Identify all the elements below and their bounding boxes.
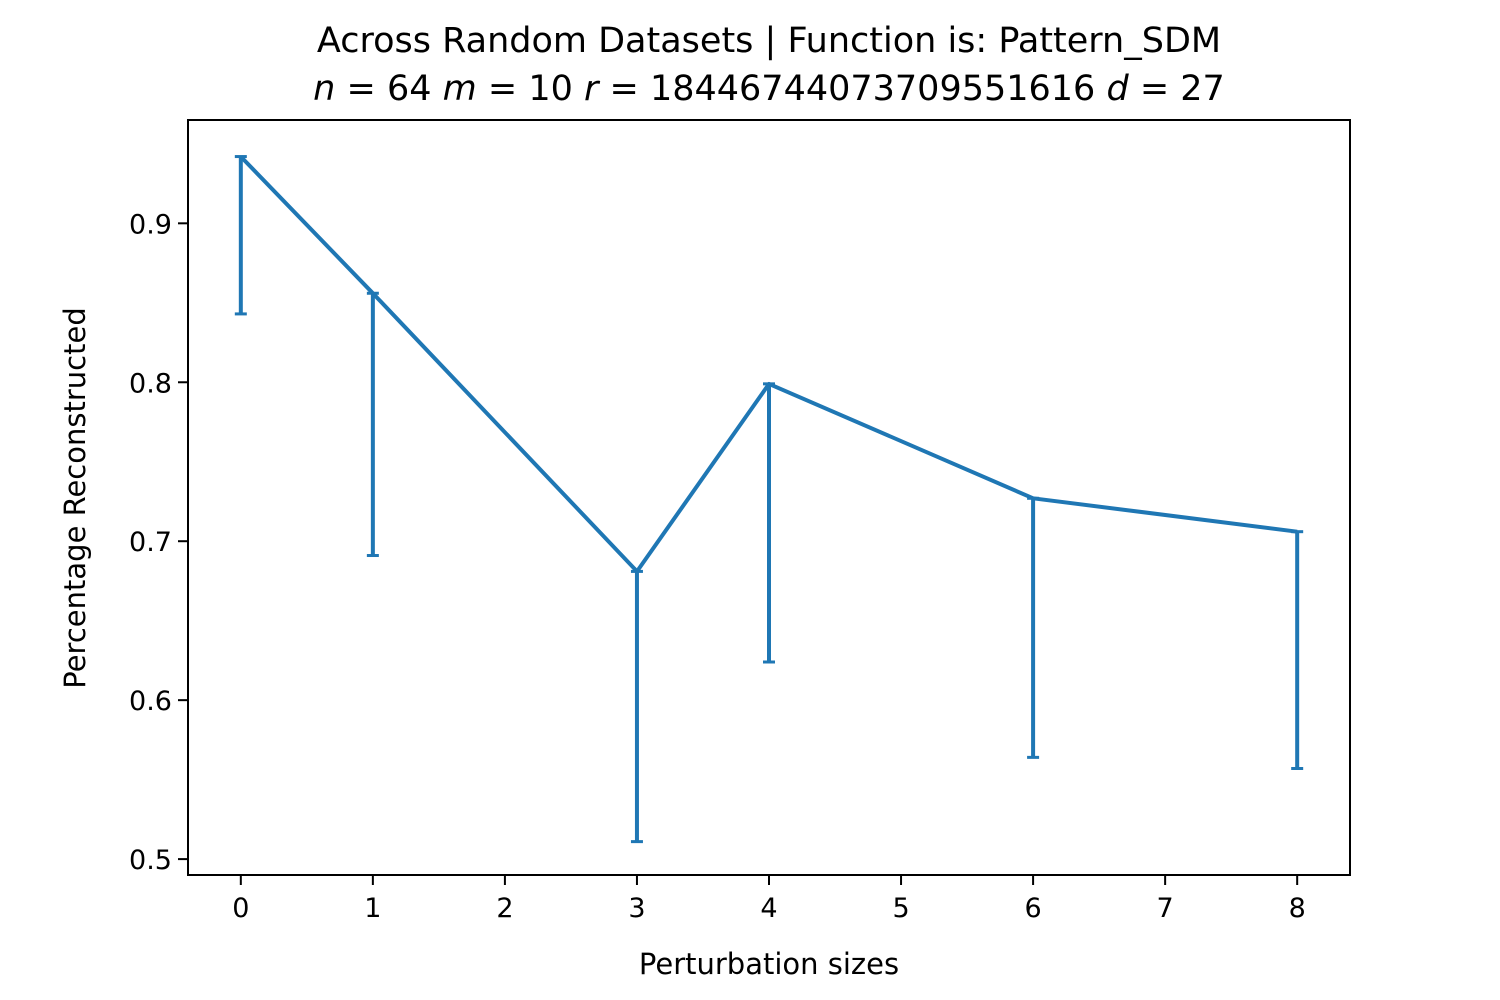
subtitle-n-label: n [313, 69, 335, 109]
plot-area [234, 155, 1304, 844]
subtitle-r-label: r [584, 69, 601, 109]
y-tick-label: 0.5 [129, 845, 172, 876]
x-tick-label: 8 [1289, 893, 1306, 924]
x-tick-label: 4 [760, 893, 777, 924]
x-tick-label: 2 [496, 893, 513, 924]
chart-title: Across Random Datasets | Function is: Pa… [317, 21, 1221, 61]
x-tick-label: 6 [1024, 893, 1041, 924]
subtitle-m-label: m [443, 69, 477, 109]
x-axis: 0 1 2 3 4 5 6 7 8 [232, 875, 1306, 924]
y-tick-label: 0.9 [129, 209, 172, 240]
chart-subtitle: n = 64 m = 10 r = 18446744073709551616 d… [313, 69, 1225, 109]
series-line [239, 155, 1298, 574]
subtitle-r-value: 18446744073709551616 [650, 69, 1095, 109]
x-axis-label: Perturbation sizes [639, 947, 899, 981]
subtitle-n-value: 64 [387, 69, 432, 109]
y-axis: 0.5 0.6 0.7 0.8 0.9 [129, 209, 188, 876]
y-axis-label: Percentage Reconstructed [58, 307, 92, 688]
y-tick-label: 0.8 [129, 368, 172, 399]
x-tick-label: 7 [1157, 893, 1174, 924]
subtitle-d-value: 27 [1180, 69, 1225, 109]
y-tick-label: 0.6 [129, 686, 172, 717]
x-tick-label: 5 [892, 893, 909, 924]
subtitle-d-label: d [1106, 69, 1129, 109]
x-tick-label: 1 [364, 893, 381, 924]
x-tick-label: 3 [628, 893, 645, 924]
subtitle-m-value: 10 [528, 69, 573, 109]
y-tick-label: 0.7 [129, 527, 172, 558]
x-tick-label: 0 [232, 893, 249, 924]
plot-frame [187, 119, 1351, 876]
